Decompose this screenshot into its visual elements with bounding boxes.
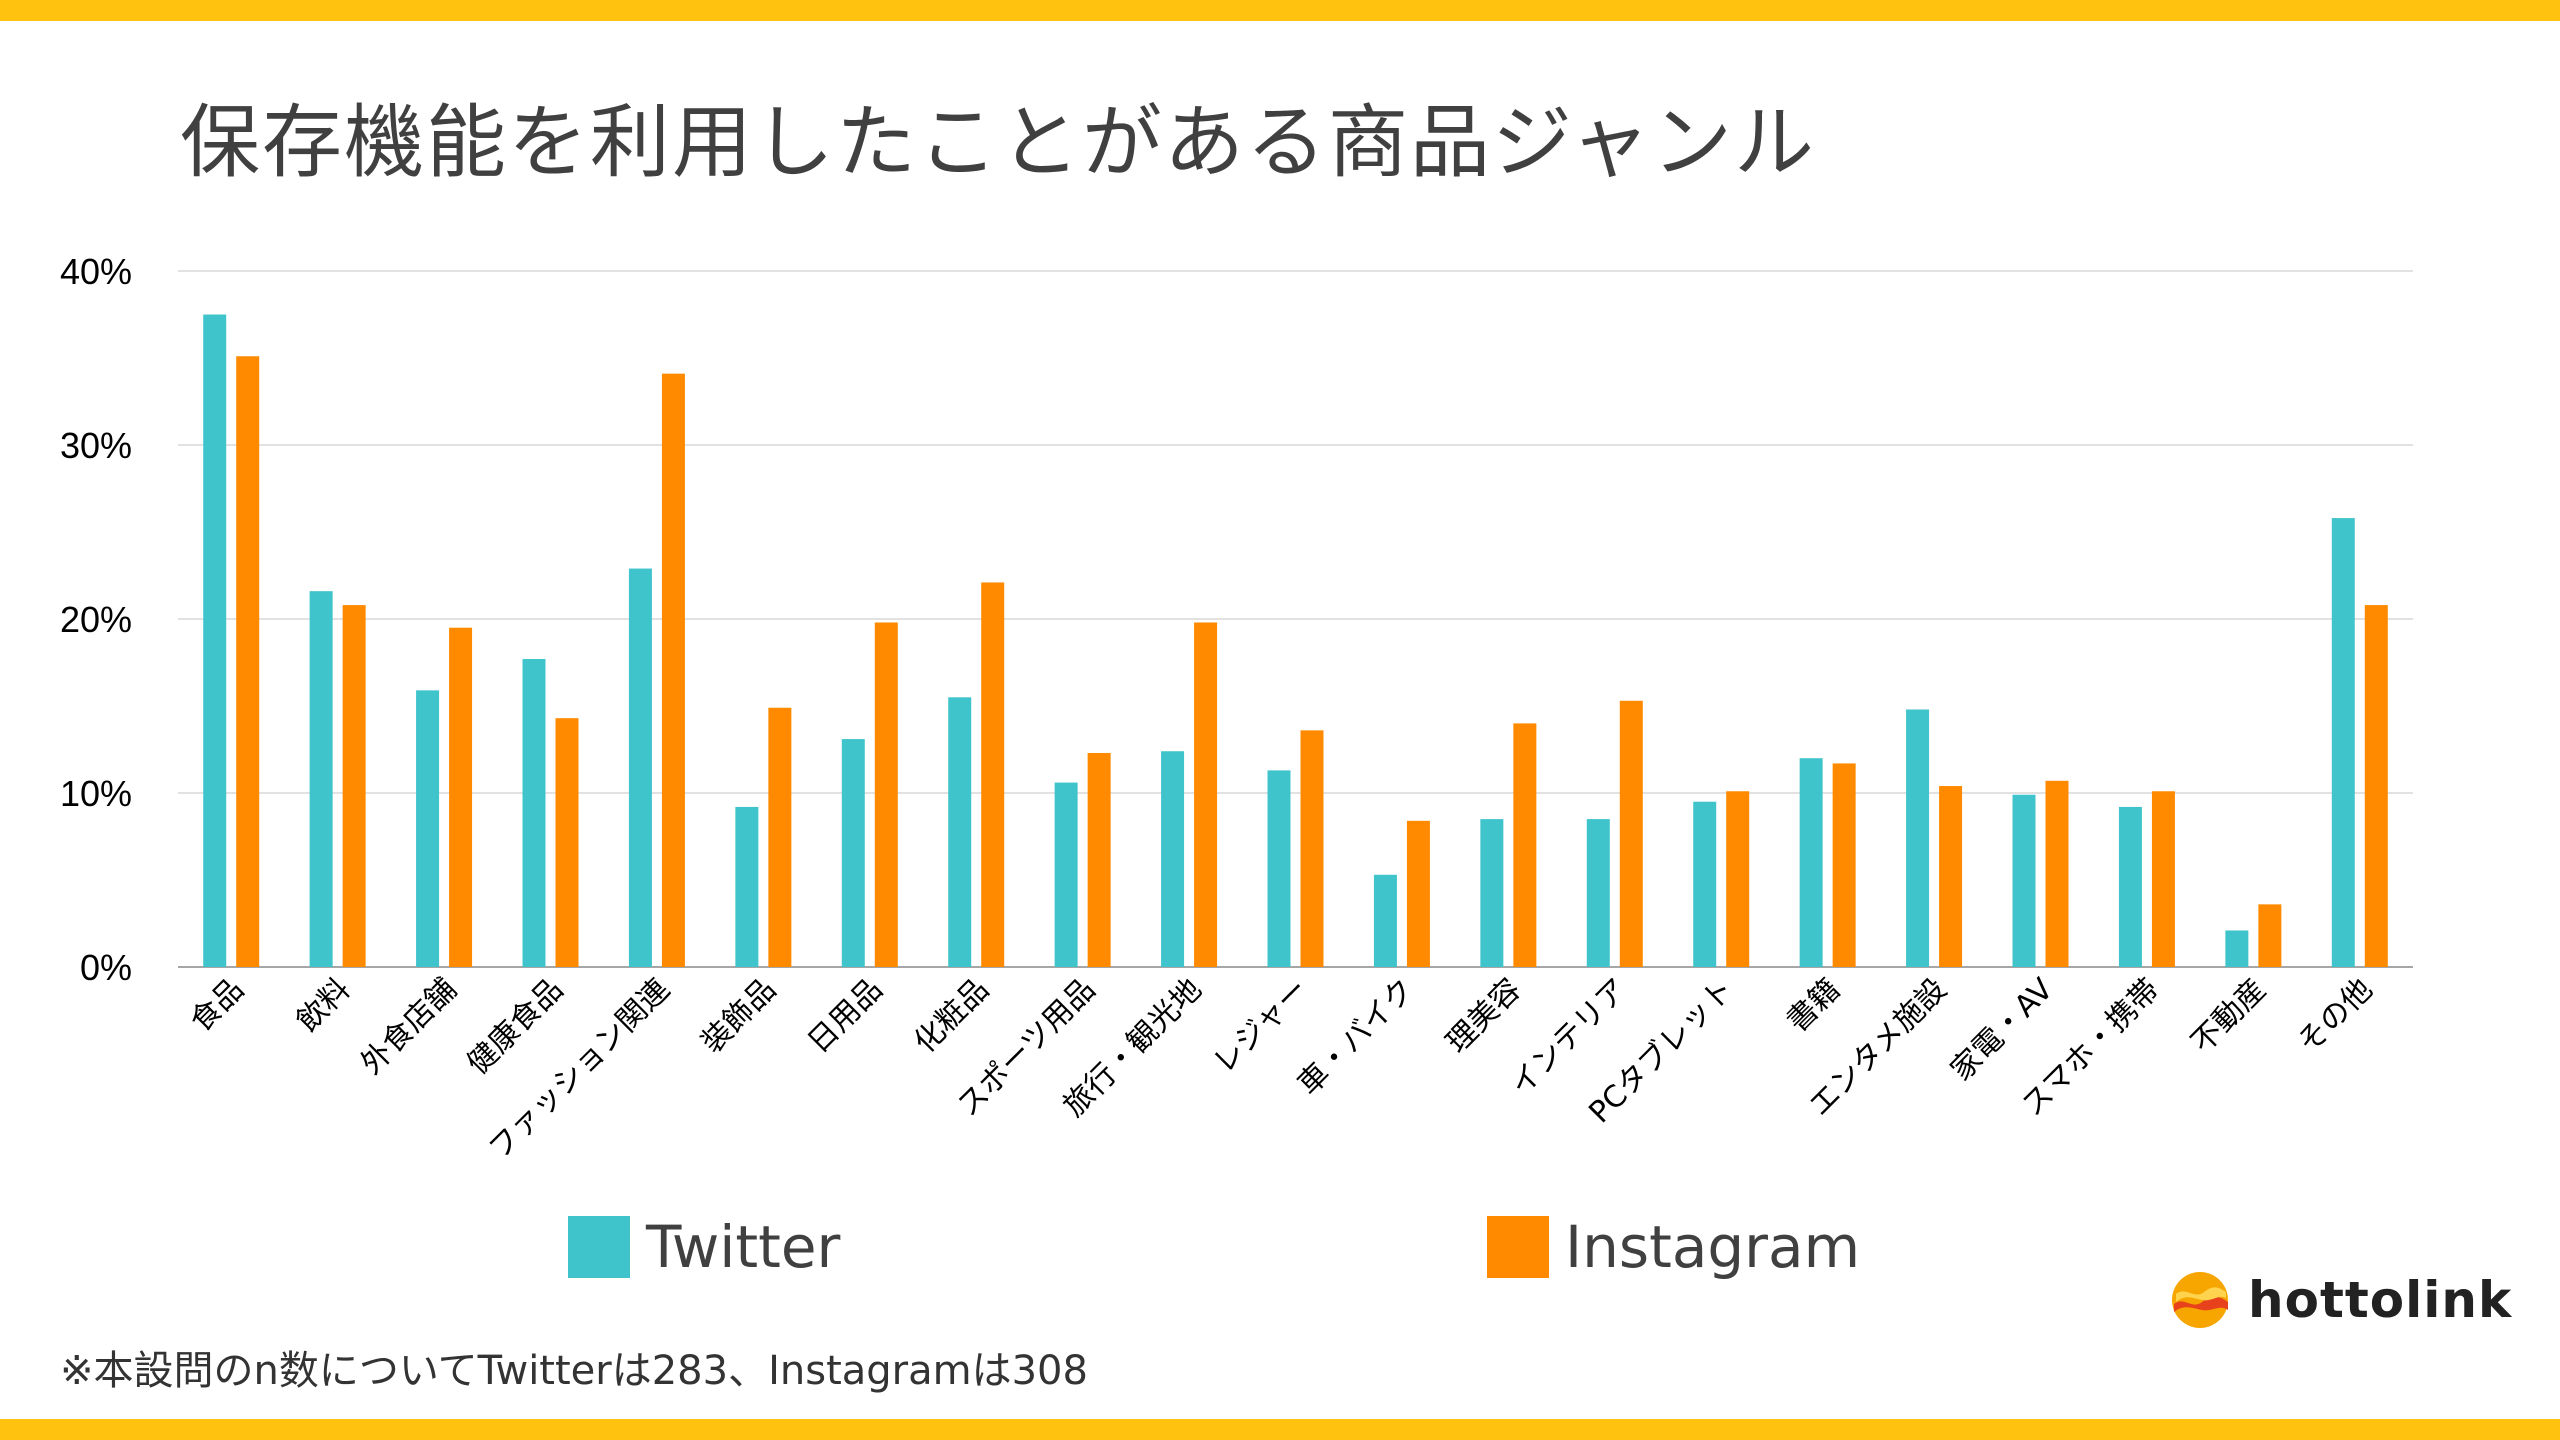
bar-twitter bbox=[1586, 819, 1610, 967]
bar-twitter bbox=[1480, 819, 1504, 967]
x-tick-label: 理美容 bbox=[1440, 972, 1528, 1060]
bar-twitter bbox=[948, 697, 972, 967]
x-tick-label: 外食店舗 bbox=[354, 972, 464, 1082]
x-tick-label-group: 健康食品 bbox=[461, 972, 571, 1082]
x-tick-label-group: 車・バイク bbox=[1291, 972, 1421, 1102]
bar-twitter bbox=[1799, 758, 1823, 967]
bar-instagram bbox=[1300, 730, 1324, 967]
bottom-accent-bar bbox=[0, 1419, 2560, 1440]
bar-twitter bbox=[1054, 782, 1078, 967]
x-tick-label: 化粧品 bbox=[907, 972, 995, 1060]
x-tick-label-group: ファッション関連 bbox=[482, 972, 676, 1166]
page-title: 保存機能を利用したことがある商品ジャンル bbox=[180, 96, 1816, 189]
x-tick-label: 装飾品 bbox=[695, 972, 783, 1060]
bar-instagram bbox=[2364, 605, 2388, 967]
logo-text: hottolink bbox=[2248, 1271, 2513, 1329]
bar-instagram bbox=[555, 718, 579, 967]
x-tick-label-group: 食品 bbox=[184, 972, 251, 1039]
bar-instagram bbox=[1406, 820, 1430, 967]
x-tick-label: 不動産 bbox=[2185, 972, 2273, 1060]
bar-instagram bbox=[1194, 622, 1218, 967]
bar-twitter bbox=[203, 314, 227, 967]
x-tick-label-group: その他 bbox=[2291, 972, 2379, 1060]
x-tick-label-group: 装飾品 bbox=[695, 972, 783, 1060]
bar-twitter bbox=[1161, 751, 1185, 967]
legend-label-instagram: Instagram bbox=[1565, 1213, 1861, 1281]
x-tick-label-group: 不動産 bbox=[2185, 972, 2273, 1060]
bar-twitter bbox=[735, 806, 759, 967]
x-tick-label-group: レジャー bbox=[1207, 972, 1316, 1081]
bar-instagram bbox=[2045, 780, 2069, 967]
bar-twitter bbox=[2118, 806, 2142, 967]
y-tick-label: 40% bbox=[60, 251, 132, 292]
x-tick-label-group: 日用品 bbox=[801, 972, 889, 1060]
bar-twitter bbox=[1373, 874, 1397, 967]
brand-logo: hottolink bbox=[2170, 1270, 2512, 1330]
x-tick-label: 健康食品 bbox=[461, 972, 571, 1082]
x-tick-label-group: 外食店舗 bbox=[354, 972, 464, 1082]
bar-instagram bbox=[2151, 791, 2175, 967]
x-tick-label-group: 書籍 bbox=[1780, 972, 1847, 1039]
bar-twitter bbox=[1267, 770, 1291, 967]
bar-twitter bbox=[1906, 709, 1930, 967]
bar-instagram bbox=[874, 622, 898, 967]
bar-twitter bbox=[1693, 801, 1717, 967]
x-tick-label: 日用品 bbox=[801, 972, 889, 1060]
y-tick-label: 10% bbox=[60, 773, 132, 814]
x-tick-label: 飲料 bbox=[290, 972, 357, 1039]
bar-instagram bbox=[1939, 786, 1963, 967]
x-tick-label: レジャー bbox=[1207, 972, 1316, 1081]
top-accent-bar bbox=[0, 0, 2560, 21]
legend-label-twitter: Twitter bbox=[646, 1213, 841, 1281]
bar-instagram bbox=[1726, 791, 1750, 967]
legend-item-twitter: Twitter bbox=[568, 1213, 841, 1281]
bar-twitter bbox=[309, 591, 333, 967]
hottolink-logo-icon bbox=[2172, 1272, 2228, 1328]
bar-instagram bbox=[342, 605, 366, 967]
bar-instagram bbox=[981, 582, 1005, 967]
bar-twitter bbox=[628, 568, 652, 967]
bar-instagram bbox=[1087, 752, 1111, 967]
legend-swatch-twitter bbox=[568, 1216, 630, 1278]
bar-instagram bbox=[1513, 723, 1537, 967]
x-tick-label-group: 理美容 bbox=[1440, 972, 1528, 1060]
legend-swatch-instagram bbox=[1487, 1216, 1549, 1278]
bar-twitter bbox=[2012, 794, 2036, 967]
bar-instagram bbox=[661, 373, 685, 967]
bar-instagram bbox=[1619, 700, 1643, 967]
y-tick-label: 20% bbox=[60, 599, 132, 640]
footnote: ※本設問のn数についてTwitterは283、Instagramは308 bbox=[60, 1348, 1088, 1394]
bar-instagram bbox=[449, 627, 473, 967]
x-tick-label: ファッション関連 bbox=[482, 972, 676, 1166]
y-tick-label: 0% bbox=[80, 947, 132, 988]
x-tick-label: 食品 bbox=[184, 972, 251, 1039]
y-tick-label: 30% bbox=[60, 425, 132, 466]
bar-twitter bbox=[522, 659, 546, 967]
bar-instagram bbox=[1832, 763, 1856, 967]
x-tick-label-group: 化粧品 bbox=[907, 972, 995, 1060]
x-tick-label: 車・バイク bbox=[1291, 972, 1421, 1102]
legend-item-instagram: Instagram bbox=[1487, 1213, 1861, 1281]
x-tick-label-group: 飲料 bbox=[290, 972, 357, 1039]
x-tick-label: その他 bbox=[2291, 972, 2379, 1060]
bar-twitter bbox=[841, 739, 865, 967]
bar-instagram bbox=[768, 707, 792, 967]
bar-instagram bbox=[236, 356, 260, 967]
x-tick-label: 書籍 bbox=[1780, 972, 1847, 1039]
bar-twitter bbox=[2331, 518, 2355, 967]
bar-twitter bbox=[416, 690, 440, 967]
bar-twitter bbox=[2225, 930, 2249, 967]
bar-instagram bbox=[2258, 904, 2282, 967]
